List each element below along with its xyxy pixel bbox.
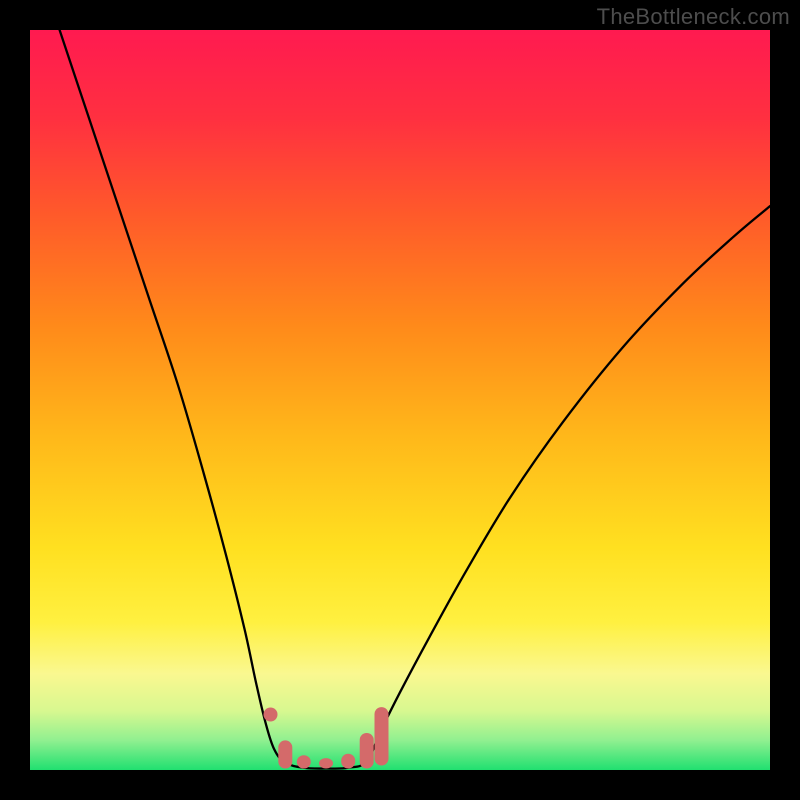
chart-svg [0, 0, 800, 800]
marker-bar [297, 755, 311, 768]
marker-dot [264, 708, 278, 722]
marker-bar [319, 758, 333, 768]
chart-root: TheBottleneck.com [0, 0, 800, 800]
plot-area [30, 30, 770, 770]
marker-bar [278, 740, 292, 768]
marker-bar [375, 707, 389, 765]
marker-bar [360, 733, 374, 769]
marker-bar [341, 754, 355, 769]
